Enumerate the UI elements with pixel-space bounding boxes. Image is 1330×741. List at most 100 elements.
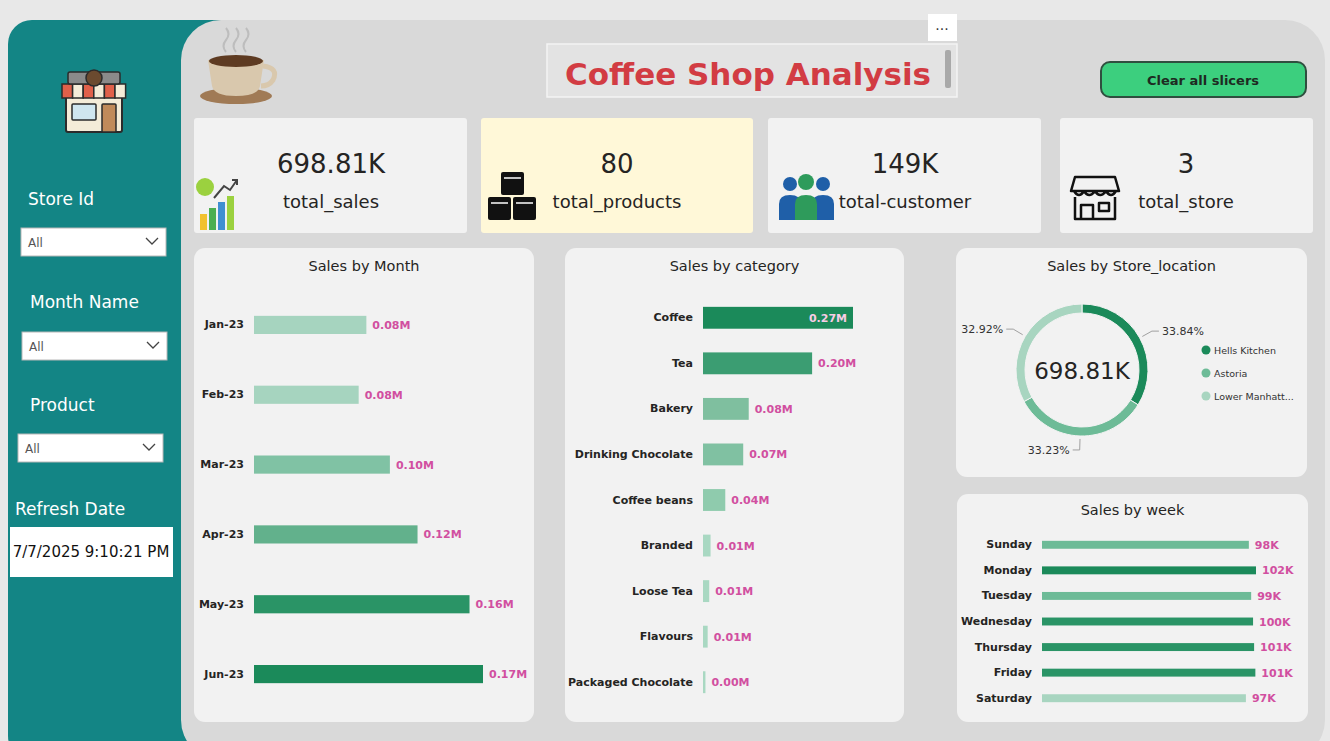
icon-part — [504, 177, 521, 179]
kpi-card: 80total_products — [481, 118, 753, 233]
main-area — [181, 20, 1325, 741]
menu-button[interactable]: ... — [928, 14, 957, 41]
tick: May-23 — [199, 598, 244, 611]
chart: Sales by categoryCoffeeTeaBakeryDrinking… — [565, 248, 904, 722]
chart-panel — [194, 248, 534, 722]
title-scrollbar — [945, 50, 951, 88]
data-label: 0.01M — [714, 631, 752, 644]
dropdown-chevron[interactable] — [143, 444, 155, 450]
chart-title: Sales by category — [670, 258, 800, 274]
icon-part — [73, 84, 84, 98]
menu-box[interactable] — [928, 14, 957, 41]
bar — [254, 316, 366, 334]
bar — [703, 398, 749, 420]
dropdown-box[interactable] — [22, 332, 167, 360]
legend-label: Astoria — [1214, 368, 1247, 379]
icon-part — [261, 66, 275, 86]
data-label: 33.23% — [1028, 444, 1070, 457]
dropdown-box[interactable] — [21, 228, 166, 256]
tick: Monday — [984, 564, 1032, 577]
slicer-label: Product — [30, 395, 95, 415]
icon-part — [1071, 177, 1119, 219]
title-box — [547, 44, 957, 97]
tick-label: Saturday — [976, 692, 1032, 705]
dropdown-value[interactable]: All — [29, 340, 44, 354]
customers-icon — [779, 174, 834, 220]
clear-button[interactable]: Clear all slicers — [1101, 62, 1306, 97]
kpi-label: total-customer — [839, 191, 972, 212]
icon-part — [72, 104, 96, 120]
button-box[interactable] — [1101, 62, 1306, 97]
icon-part — [209, 55, 263, 67]
icon-part — [115, 84, 126, 98]
tick: Saturday — [976, 692, 1032, 705]
tick: Loose Tea — [632, 585, 693, 598]
dropdown-chevron[interactable] — [147, 342, 159, 348]
bar — [1042, 618, 1253, 626]
tick: Feb-23 — [202, 388, 244, 401]
tick-label: Monday — [984, 564, 1032, 577]
button-text[interactable]: Clear all slicers — [1147, 73, 1259, 88]
bar — [254, 665, 483, 683]
category-axis: Jan-23 Feb-23 Mar-23 Apr-23 May-23 Jun-23 — [199, 318, 244, 680]
dropdown-value[interactable]: All — [28, 236, 43, 250]
tick: Coffee beans — [613, 494, 694, 507]
icon-part — [488, 197, 511, 220]
icon-part — [62, 84, 73, 98]
bars — [254, 316, 483, 683]
data-label: 33.84% — [1162, 325, 1204, 338]
data-label: 0.08M — [365, 389, 403, 402]
tick-label: Tuesday — [982, 589, 1032, 602]
data-label: 98K — [1255, 539, 1279, 552]
tick-label: Jun-23 — [203, 668, 244, 681]
kpi-label: total_sales — [283, 191, 379, 213]
data-label: 0.08M — [755, 403, 793, 416]
slicer-dropdown[interactable]: All — [21, 228, 166, 256]
dropdown-box[interactable] — [18, 434, 163, 462]
data-label: 0.07M — [749, 448, 787, 461]
tick: Jan-23 — [204, 318, 244, 331]
stores-icon — [1071, 177, 1119, 219]
data-label: 0.00M — [711, 676, 749, 689]
icon-part — [224, 28, 229, 52]
dropdown-chevron[interactable] — [146, 238, 158, 244]
slicer-dropdown[interactable]: All — [18, 434, 163, 462]
kpi-background — [194, 118, 467, 233]
tick-label: Flavours — [640, 630, 694, 643]
icon-part — [816, 177, 830, 191]
store-icon — [62, 70, 126, 132]
tick-label: Thursday — [975, 641, 1032, 654]
bar — [254, 456, 390, 474]
slice — [1082, 304, 1148, 405]
tick: Sunday — [986, 538, 1032, 551]
refresh-box — [10, 527, 173, 577]
chart: Sales by MonthJan-23Feb-23Mar-23Apr-23Ma… — [194, 248, 534, 722]
slicer-dropdown[interactable]: All — [22, 332, 167, 360]
tick-label: Jan-23 — [204, 318, 244, 331]
icon-part — [104, 84, 115, 98]
data-label: 0.01M — [715, 585, 753, 598]
slices — [1016, 304, 1148, 436]
chart-panel — [565, 248, 904, 722]
data-label: 0.20M — [818, 357, 856, 370]
tick-label: Coffee — [654, 311, 693, 324]
chart-panel — [957, 494, 1308, 722]
slicer-label: Month Name — [30, 292, 139, 312]
icon-part — [516, 202, 533, 204]
legend-marker — [1202, 346, 1211, 355]
data-label: 0.08M — [372, 319, 410, 332]
tick: Mar-23 — [200, 458, 244, 471]
tick: Apr-23 — [202, 528, 244, 541]
dropdown-value[interactable]: All — [25, 442, 40, 456]
icon-part — [86, 70, 102, 86]
tick-label: May-23 — [199, 598, 244, 611]
menu-text[interactable]: ... — [935, 17, 948, 33]
icon-part — [501, 172, 524, 195]
data-label: 97K — [1252, 692, 1276, 705]
data-label: 0.12M — [424, 528, 462, 541]
tick-label: Wednesday — [961, 615, 1032, 628]
data-label: 0.17M — [489, 668, 527, 681]
tick-label: Loose Tea — [632, 585, 693, 598]
data-label: 99K — [1257, 590, 1281, 603]
bar — [254, 386, 359, 404]
